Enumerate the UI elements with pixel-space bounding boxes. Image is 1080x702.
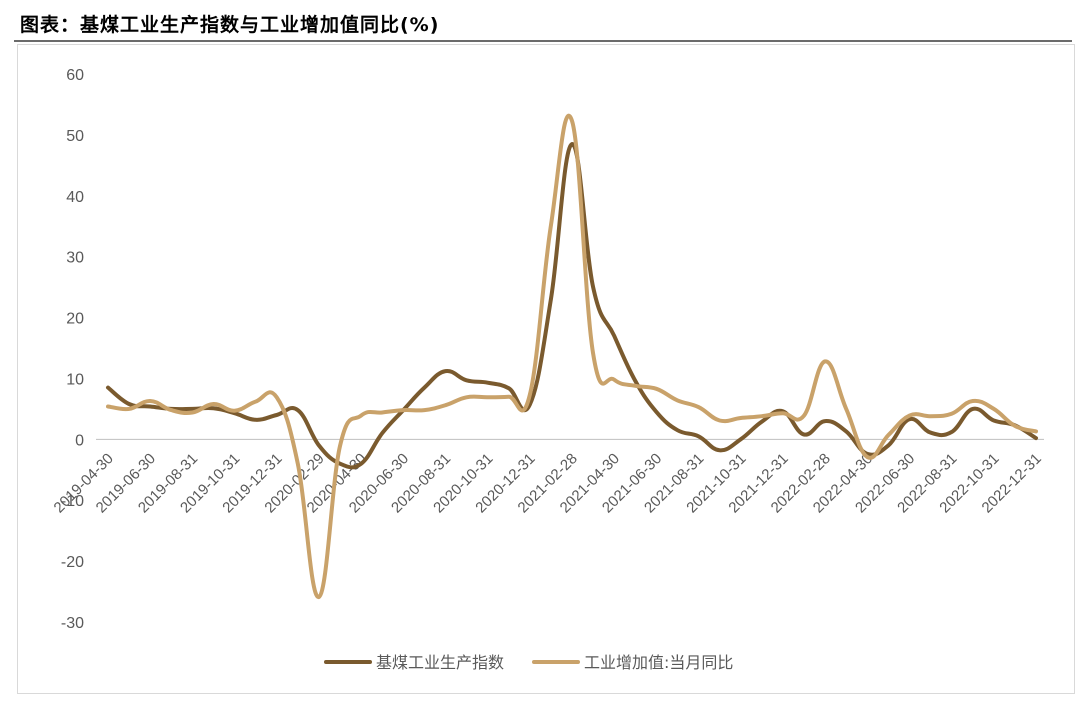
chart-title: 图表：基煤工业生产指数与工业增加值同比(%): [20, 13, 440, 36]
y-tick-label: -30: [61, 615, 84, 632]
y-tick-label: 10: [66, 371, 84, 388]
y-tick-label: 40: [66, 189, 84, 206]
series-line-industrial-value-added: [106, 113, 1038, 600]
legend-label: 基煤工业生产指数: [376, 653, 504, 672]
title-bar: 图表：基煤工业生产指数与工业增加值同比(%): [14, 6, 1072, 42]
y-tick-label: 60: [66, 67, 84, 84]
y-tick-label: 30: [66, 250, 84, 267]
y-tick-label: -20: [61, 554, 84, 571]
y-tick-label: -10: [61, 493, 84, 510]
legend-label: 工业增加值:当月同比: [584, 653, 733, 672]
y-tick-label: 50: [66, 128, 84, 145]
y-tick-label: 0: [75, 432, 84, 449]
series-line-coal-industry-index: [106, 141, 1038, 470]
y-tick-label: 20: [66, 311, 84, 328]
chart-frame: [17, 44, 1075, 694]
